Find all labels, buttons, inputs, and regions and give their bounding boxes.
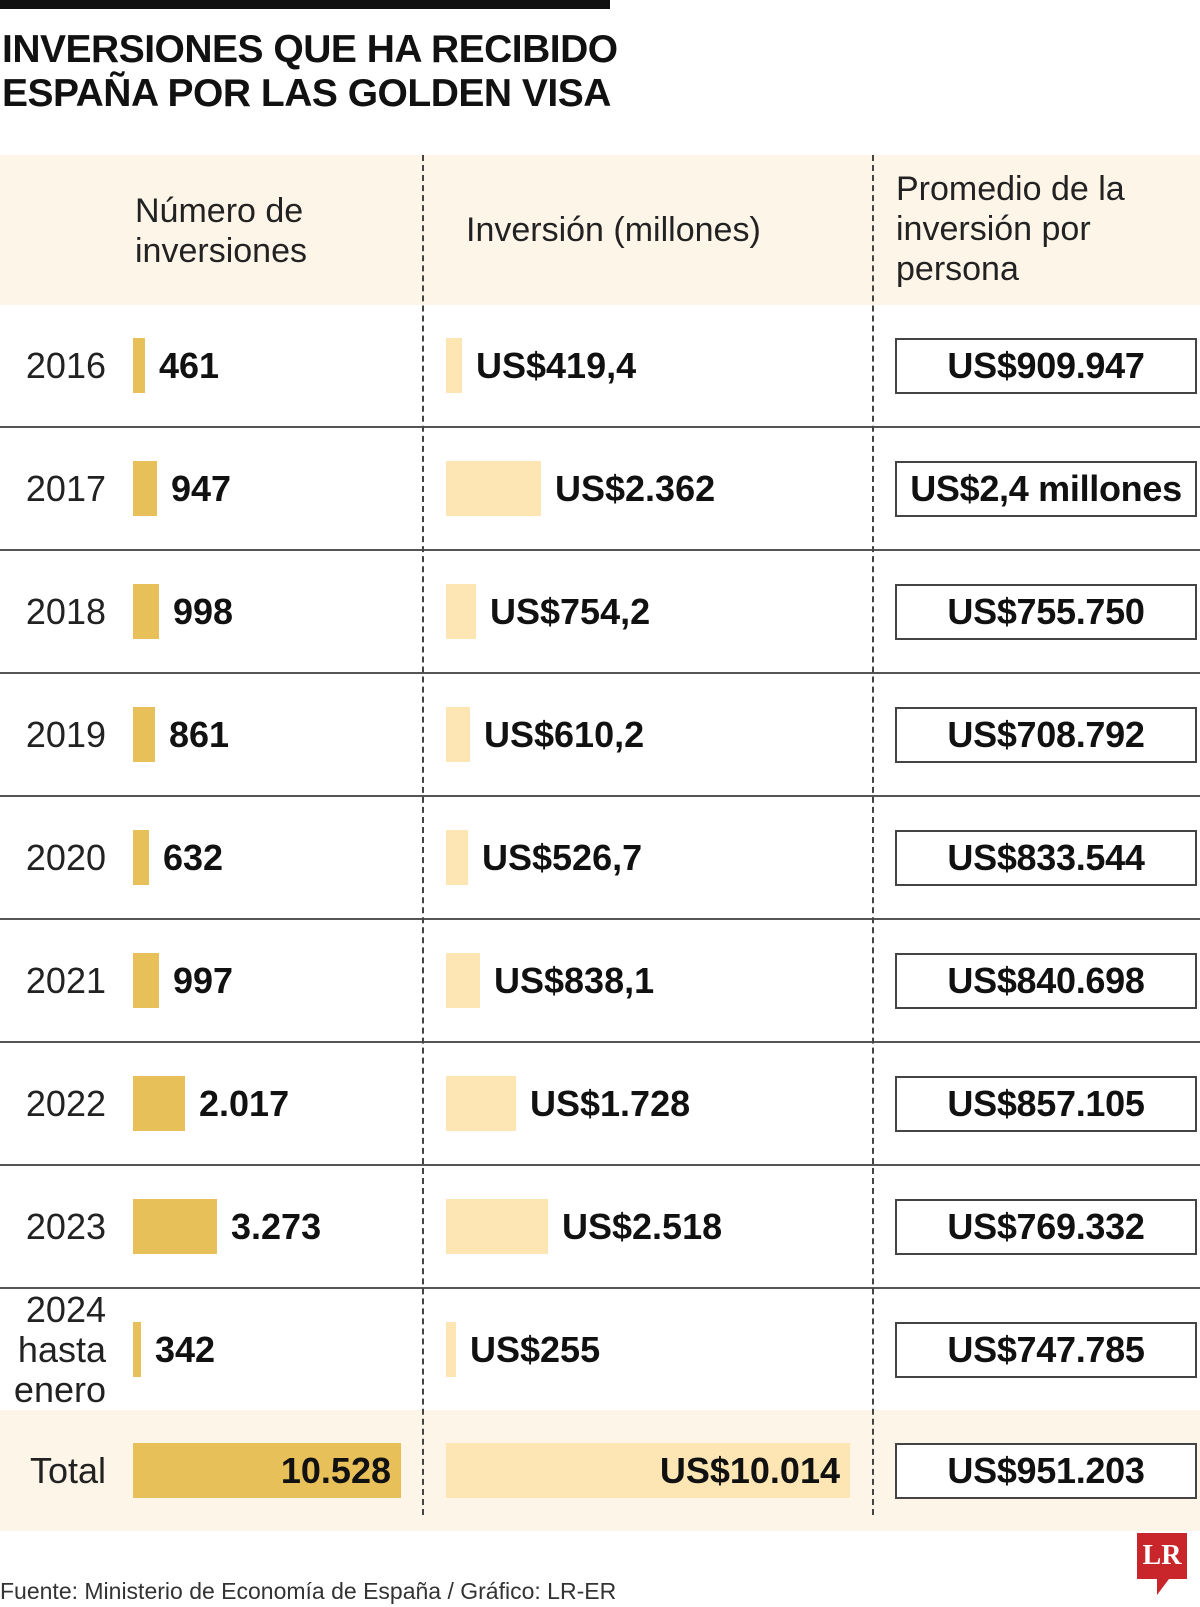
table-row: 2019 861 US$610,2 US$708.792 [0, 674, 1200, 797]
row-year: 2017 [25, 467, 106, 509]
row-year: 2018 [25, 590, 106, 632]
count-value: 3.273 [231, 1206, 322, 1247]
average-box: US$747.785 [895, 1322, 1197, 1378]
lr-logo-icon: LR [1137, 1533, 1187, 1579]
investment-value: US$838,1 [494, 960, 655, 1001]
row-year: 2019 [25, 713, 106, 755]
table-row: 2016 461 US$419,4 US$909.947 [0, 305, 1200, 428]
investment-value: US$419,4 [476, 345, 637, 386]
header-average: Promedio de la inversión por persona [896, 170, 1125, 288]
investment-bar [446, 953, 480, 1008]
investment-value: US$526,7 [482, 837, 643, 878]
total-count-bar: 10.528 [133, 1443, 401, 1498]
column-divider-2 [872, 155, 874, 1515]
total-average-box: US$951.203 [895, 1443, 1197, 1499]
count-bar [133, 338, 145, 393]
count-bar [133, 461, 157, 516]
investment-bar [446, 584, 476, 639]
count-value: 461 [159, 345, 220, 386]
total-row: Total 10.528 US$10.014 US$951.203 [0, 1410, 1200, 1531]
row-year: 2024 hasta enero [13, 1288, 106, 1410]
investment-bar [446, 1076, 516, 1131]
average-box: US$769.332 [895, 1199, 1197, 1255]
average-box: US$755.750 [895, 584, 1197, 640]
row-year: 2022 [25, 1082, 106, 1124]
count-value: 2.017 [199, 1083, 290, 1124]
count-bar [133, 1076, 185, 1131]
average-box: US$833.544 [895, 830, 1197, 886]
table-row: 2017 947 US$2.362 US$2,4 millones [0, 428, 1200, 551]
total-investment: US$10.014 [659, 1450, 840, 1491]
row-year: 2016 [25, 344, 106, 386]
investment-bar [446, 338, 462, 393]
row-year: 2020 [25, 836, 106, 878]
count-bar [133, 707, 155, 762]
average-box: US$840.698 [895, 953, 1197, 1009]
investment-bar [446, 1199, 548, 1254]
average-box: US$708.792 [895, 707, 1197, 763]
average-box: US$2,4 millones [895, 461, 1197, 517]
data-table: Número de inversiones Inversión (millone… [0, 155, 1200, 1531]
investment-bar [446, 830, 468, 885]
table-row: 2020 632 US$526,7 US$833.544 [0, 797, 1200, 920]
count-value: 861 [169, 714, 230, 755]
title-line-1: INVERSIONES QUE HA RECIBIDO [2, 28, 618, 71]
table-row: 2024 hasta enero 342 US$255 US$747.785 [0, 1289, 1200, 1410]
count-bar [133, 1322, 141, 1377]
investment-value: US$2.518 [562, 1206, 723, 1247]
count-value: 342 [155, 1329, 216, 1370]
source-note: Fuente: Ministerio de Economía de España… [0, 1578, 617, 1604]
average-box: US$909.947 [895, 338, 1197, 394]
count-bar [133, 830, 149, 885]
header-count: Número de inversiones [135, 192, 307, 270]
investment-value: US$754,2 [490, 591, 651, 632]
row-year: 2021 [25, 959, 106, 1001]
title-line-2: ESPAÑA POR LAS GOLDEN VISA [2, 72, 611, 115]
row-year: 2023 [25, 1205, 106, 1247]
table-body: 2016 461 US$419,4 US$909.947 2017 947 US$2.362… [0, 305, 1200, 1410]
count-value: 632 [163, 837, 224, 878]
investment-bar [446, 1322, 456, 1377]
chart-title: INVERSIONES QUE HA RECIBIDO ESPAÑA POR L… [2, 28, 618, 116]
count-bar [133, 953, 159, 1008]
logo-tail [1157, 1579, 1169, 1595]
table-row: 2022 2.017 US$1.728 US$857.105 [0, 1043, 1200, 1166]
count-value: 998 [173, 591, 234, 632]
count-bar [133, 1199, 217, 1254]
count-value: 997 [173, 960, 234, 1001]
count-value: 947 [171, 468, 232, 509]
table-row: 2021 997 US$838,1 US$840.698 [0, 920, 1200, 1043]
investment-value: US$1.728 [530, 1083, 691, 1124]
total-count: 10.528 [280, 1450, 391, 1491]
count-bar [133, 584, 159, 639]
table-header: Número de inversiones Inversión (millone… [0, 155, 1200, 305]
investment-value: US$255 [470, 1329, 601, 1370]
column-divider-1 [422, 155, 424, 1515]
table-row: 2023 3.273 US$2.518 US$769.332 [0, 1166, 1200, 1289]
table-row: 2018 998 US$754,2 US$755.750 [0, 551, 1200, 674]
top-rule [0, 0, 610, 9]
average-box: US$857.105 [895, 1076, 1197, 1132]
investment-bar [446, 461, 541, 516]
header-investment: Inversión (millones) [466, 211, 761, 249]
total-label: Total [29, 1449, 106, 1491]
total-investment-bar: US$10.014 [446, 1443, 850, 1498]
investment-value: US$610,2 [484, 714, 645, 755]
investment-bar [446, 707, 470, 762]
investment-value: US$2.362 [555, 468, 716, 509]
